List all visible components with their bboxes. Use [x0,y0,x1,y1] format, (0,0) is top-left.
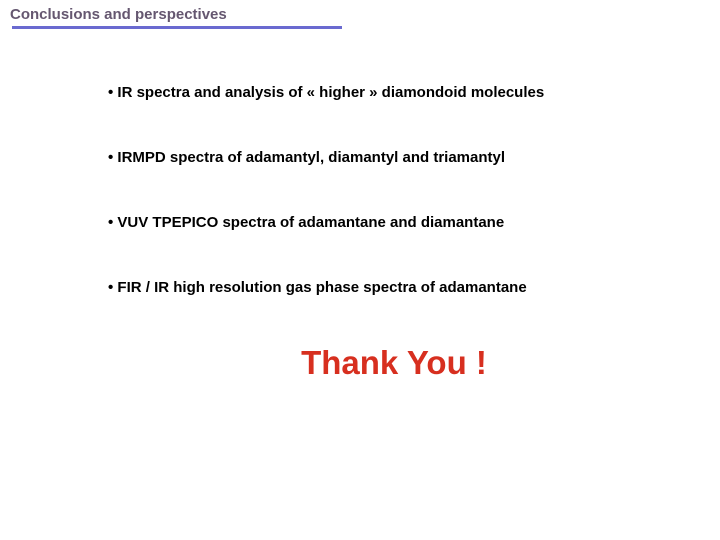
bullet-item: • FIR / IR high resolution gas phase spe… [108,279,680,296]
thank-you-text: Thank You ! [108,344,680,382]
bullet-item: • VUV TPEPICO spectra of adamantane and … [108,214,680,231]
content-area: • IR spectra and analysis of « higher » … [0,29,720,382]
bullet-item: • IRMPD spectra of adamantyl, diamantyl … [108,149,680,166]
slide: Conclusions and perspectives • IR spectr… [0,0,720,540]
bullet-item: • IR spectra and analysis of « higher » … [108,84,680,101]
title-bar: Conclusions and perspectives [0,0,720,29]
slide-title: Conclusions and perspectives [10,6,720,23]
